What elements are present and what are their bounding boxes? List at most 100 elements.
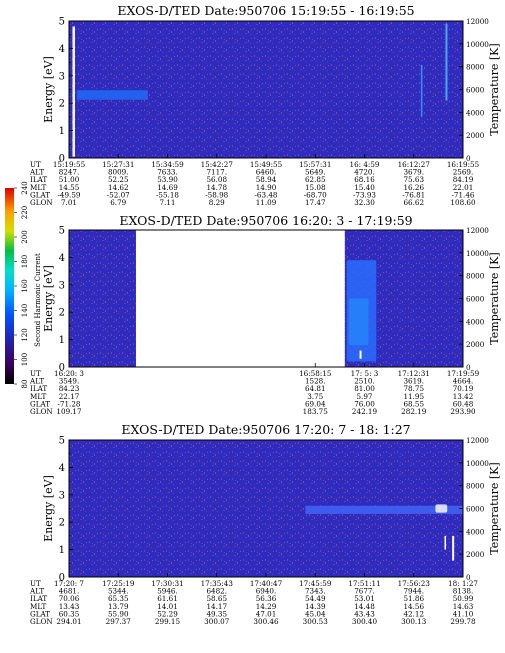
ephemeris-cell: 8009. bbox=[108, 168, 129, 177]
ephemeris-cell: 2510. bbox=[354, 377, 375, 386]
ephemeris-cell: 3619. bbox=[403, 377, 424, 386]
intensity-blob bbox=[346, 260, 377, 362]
ephemeris-cell: 6940. bbox=[256, 587, 277, 596]
ephemeris-cell: 14.55 bbox=[59, 183, 80, 192]
y-right-tick-label: 2000 bbox=[466, 550, 485, 559]
y-axis-label: Energy [eV] bbox=[42, 475, 55, 542]
y-right-tick-label: 0 bbox=[466, 363, 471, 372]
intensity-blob bbox=[435, 504, 448, 513]
ephemeris-cell: 16.26 bbox=[403, 183, 424, 192]
ephemeris-cell: -71.28 bbox=[57, 399, 80, 408]
ephemeris-cell: 45.04 bbox=[305, 609, 326, 618]
ephemeris-cell: 13.42 bbox=[453, 392, 474, 401]
ephemeris-cell: 17:45:59 bbox=[299, 579, 332, 588]
y-tick-label: 1 bbox=[59, 126, 65, 137]
colorbar-tick-label: 180 bbox=[21, 255, 29, 268]
ephemeris-cell: 55.90 bbox=[108, 609, 129, 618]
ephemeris-cell: 66.62 bbox=[403, 198, 424, 207]
ephemeris-cell: 58.65 bbox=[206, 594, 227, 603]
ephemeris-cell: 5946. bbox=[157, 587, 178, 596]
ephemeris-cell: 69.04 bbox=[305, 399, 326, 408]
colorbar-tick-label: 120 bbox=[21, 328, 29, 341]
ephemeris-cell: 17:35:43 bbox=[201, 579, 234, 588]
ephemeris-cell: 11.95 bbox=[403, 392, 424, 401]
colorbar-tick-label: 80 bbox=[21, 380, 29, 389]
ephemeris-cell: 17.47 bbox=[305, 198, 326, 207]
ephemeris-cell: 68.16 bbox=[354, 175, 375, 184]
ephemeris-cell: 14.17 bbox=[206, 602, 227, 611]
ephemeris-cell: 15:34:59 bbox=[151, 160, 184, 169]
ephemeris-cell: 7677. bbox=[354, 587, 375, 596]
ephemeris-cell: 13.43 bbox=[59, 602, 80, 611]
ephemeris-row-label: GLON bbox=[30, 617, 53, 626]
ephemeris-cell: 60.48 bbox=[453, 399, 474, 408]
ephemeris-cell: 14.29 bbox=[256, 602, 277, 611]
ephemeris-cell: 6.79 bbox=[110, 198, 126, 207]
y-right-tick-label: 6000 bbox=[466, 295, 485, 304]
ephemeris-cell: 52.25 bbox=[108, 175, 129, 184]
ephemeris-row-label: ILAT bbox=[30, 384, 47, 393]
ephemeris-cell: 17:19:59 bbox=[447, 369, 480, 378]
ephemeris-cell: 299.78 bbox=[450, 617, 476, 626]
ephemeris-cell: 16:19:55 bbox=[447, 160, 480, 169]
ephemeris-cell: 68.55 bbox=[403, 399, 424, 408]
ephemeris-cell: 14.90 bbox=[256, 183, 277, 192]
ephemeris-cell: 3.75 bbox=[307, 392, 323, 401]
ephemeris-cell: 47.01 bbox=[256, 609, 277, 618]
ephemeris-cell: 60.35 bbox=[59, 609, 80, 618]
ephemeris-row-label: ALT bbox=[29, 377, 44, 386]
ephemeris-cell: 8138. bbox=[453, 587, 474, 596]
ephemeris-cell: 14.48 bbox=[354, 602, 375, 611]
y-tick-label: 0 bbox=[59, 363, 65, 374]
y-axis-label: Energy [eV] bbox=[42, 265, 55, 332]
ephemeris-cell: 84.19 bbox=[453, 175, 474, 184]
spectrogram-panel: EXOS-D/TED Date:950706 16:20: 3 - 17:19:… bbox=[29, 213, 501, 416]
ephemeris-cell: 282.19 bbox=[401, 407, 427, 416]
ephemeris-cell: 109.17 bbox=[56, 407, 82, 416]
ephemeris-cell: 81.00 bbox=[354, 384, 375, 393]
panel-title: EXOS-D/TED Date:950706 16:20: 3 - 17:19:… bbox=[119, 213, 412, 228]
colorbar-label: Second Harmonic Current bbox=[34, 253, 42, 347]
ephemeris-cell: 41.10 bbox=[453, 609, 474, 618]
ephemeris-row-label: ALT bbox=[29, 168, 44, 177]
ephemeris-cell: 75.63 bbox=[403, 175, 424, 184]
panels: EXOS-D/TED Date:950706 15:19:55 - 16:19:… bbox=[29, 3, 501, 626]
y-tick-label: 2 bbox=[59, 308, 65, 319]
y-right-tick-label: 2000 bbox=[466, 131, 485, 140]
y-tick-label: 3 bbox=[59, 71, 65, 82]
ephemeris-cell: 17:12:31 bbox=[398, 369, 430, 378]
colorbar: 80 100 120 140 160 180 200 220 240 Second Harmon… bbox=[5, 181, 42, 388]
ephemeris-cell: 56.36 bbox=[256, 594, 277, 603]
y-right-tick-label: 10000 bbox=[466, 40, 489, 49]
ephemeris-cell: 7117. bbox=[206, 168, 227, 177]
ephemeris-cell: 3679. bbox=[403, 168, 424, 177]
y-tick-label: 5 bbox=[59, 17, 65, 28]
y-tick-label: 4 bbox=[59, 44, 65, 55]
spectrogram-panel: EXOS-D/TED Date:950706 15:19:55 - 16:19:… bbox=[29, 3, 501, 207]
ephemeris-cell: 18: 1:27 bbox=[448, 579, 478, 588]
ephemeris-cell: 15:49:55 bbox=[250, 160, 283, 169]
y-tick-label: 1 bbox=[59, 545, 65, 556]
ephemeris-cell: 4664. bbox=[453, 377, 474, 386]
ephemeris-cell: 7.11 bbox=[159, 198, 175, 207]
y-tick-label: 4 bbox=[59, 463, 65, 474]
y-tick-label: 3 bbox=[59, 280, 65, 291]
ephemeris-cell: 65.35 bbox=[108, 594, 129, 603]
ephemeris-cell: 17:30:31 bbox=[151, 579, 183, 588]
ephemeris-cell: 70.06 bbox=[59, 594, 80, 603]
colorbar-ticks: 80 100 120 140 160 180 200 220 240 bbox=[14, 181, 29, 388]
ephemeris-row-label: UT bbox=[30, 579, 41, 588]
ephemeris-cell: 56.08 bbox=[206, 175, 227, 184]
ephemeris-cell: 52.29 bbox=[157, 609, 178, 618]
ephemeris-cell: 7343. bbox=[305, 587, 326, 596]
ephemeris-cell: 58.94 bbox=[256, 175, 277, 184]
ephemeris-cell: 16:20: 3 bbox=[54, 369, 84, 378]
ephemeris-cell: 53.01 bbox=[354, 594, 375, 603]
ephemeris-cell: 16:12:27 bbox=[398, 160, 431, 169]
y-right-tick-label: 4000 bbox=[466, 527, 485, 536]
ephemeris-cell: 3549. bbox=[59, 377, 80, 386]
ephemeris-cell: 15:27:31 bbox=[102, 160, 134, 169]
y-right-axis-label: Temperature [K] bbox=[488, 252, 501, 344]
ephemeris-row-label: UT bbox=[30, 369, 41, 378]
ephemeris-cell: 108.60 bbox=[450, 198, 476, 207]
